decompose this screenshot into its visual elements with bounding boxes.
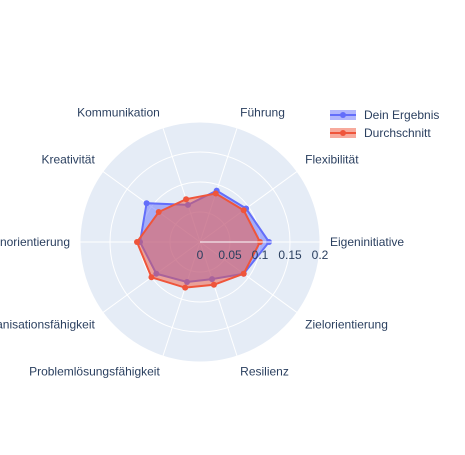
radial-ticks: 0 0.05 0.1 0.15 0.2 [197,241,329,262]
category-label: Führung [240,105,285,119]
category-label: Flexibilität [305,153,359,167]
series-durchschnitt [134,190,263,291]
category-label: Zielorientierung [305,317,388,331]
data-point[interactable] [240,207,247,214]
legend-item[interactable]: Durchschnitt [330,126,431,140]
data-point[interactable] [134,239,140,245]
legend-label: Dein Ergebnis [364,108,439,122]
data-point[interactable] [210,281,217,288]
data-point[interactable] [143,200,150,207]
category-labels: Eigeninitiative Flexibilität Führung Kommun… [0,105,404,378]
radial-tick-label: 0.1 [252,248,269,262]
radial-tick-label: 0 [197,248,204,262]
data-point[interactable] [148,274,155,281]
radial-tick-label: 0.2 [312,248,329,262]
data-point[interactable] [212,190,219,197]
legend-marker [340,112,346,118]
radial-tick-label: 0.15 [278,248,302,262]
category-label: Organisationsfähigkeit [0,317,95,331]
series-layer [134,187,272,291]
category-label: Resilienz [240,365,289,379]
radial-tick-label: 0.05 [218,248,242,262]
category-label: Kundenorientierung [0,235,70,249]
category-label: Eigeninitiative [330,235,404,249]
data-point[interactable] [240,270,247,277]
data-point[interactable] [182,284,189,291]
category-label: Kreativität [41,153,95,167]
data-point[interactable] [183,196,190,203]
legend-label: Durchschnitt [364,126,431,140]
category-label: Problemlösungsfähigkeit [29,365,160,379]
legend-item[interactable]: Dein Ergebnis [330,108,439,122]
data-point[interactable] [155,209,162,216]
category-label: Kommunikation [77,105,160,119]
legend-marker [340,130,346,136]
legend[interactable]: Dein Ergebnis Durchschnitt [330,108,439,140]
